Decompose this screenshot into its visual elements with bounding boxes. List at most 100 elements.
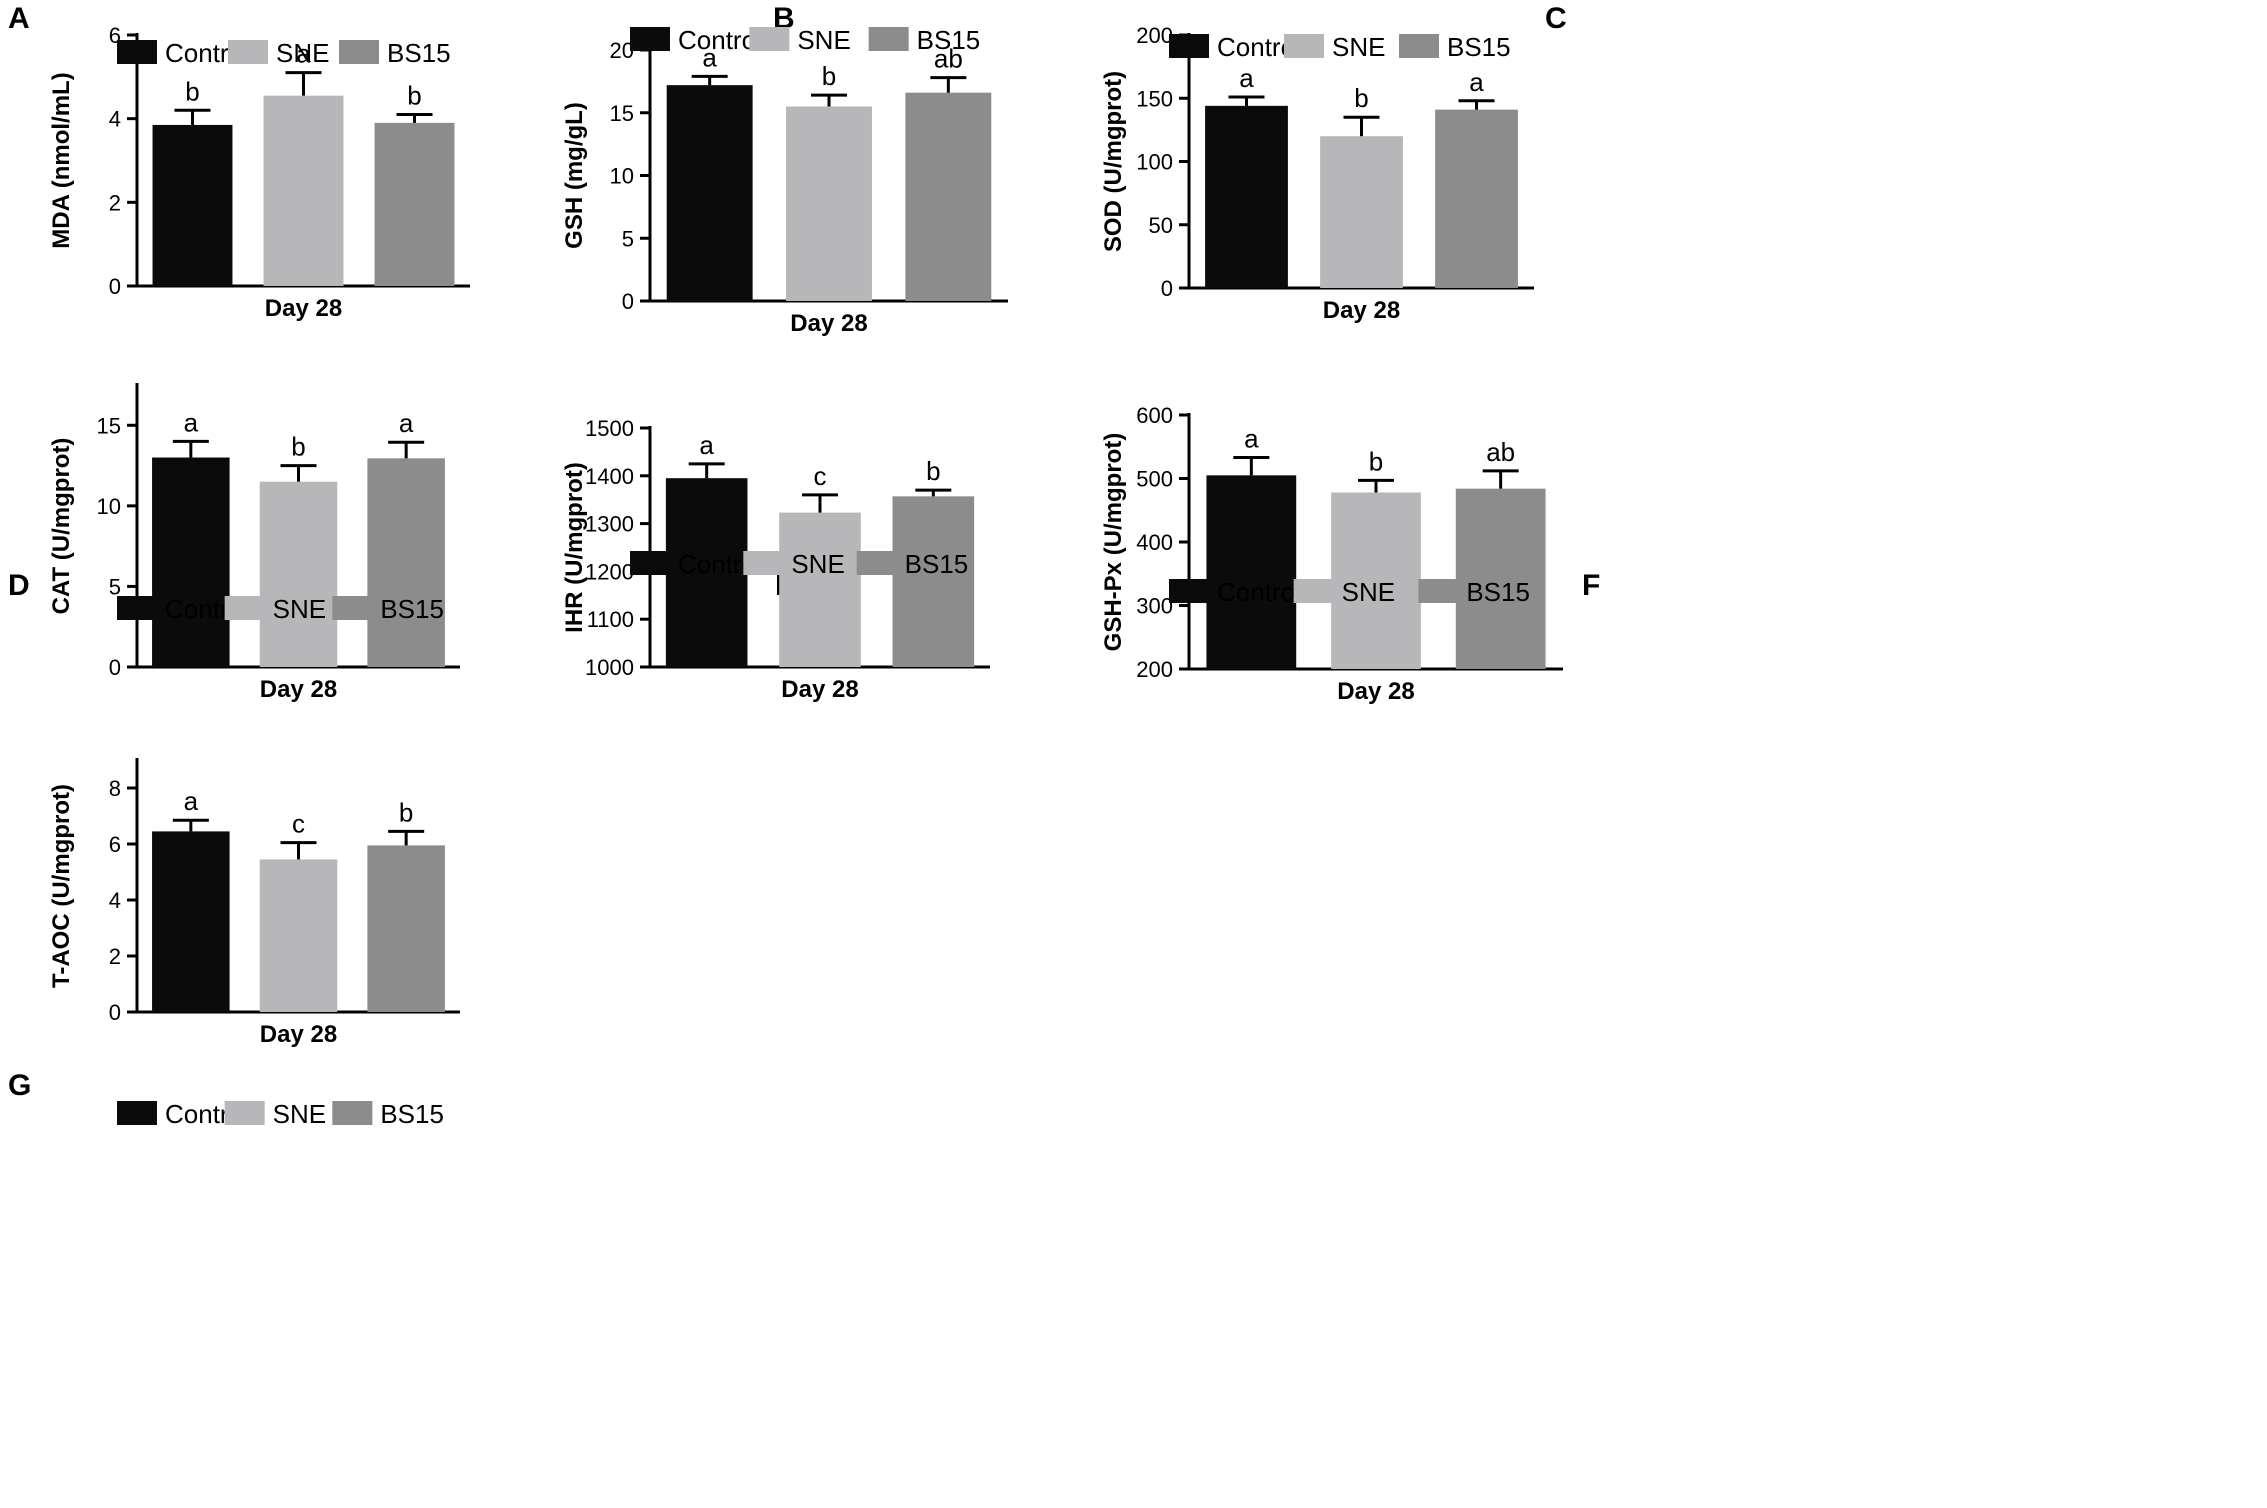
- bar-control: [1206, 475, 1297, 669]
- legend-label: BS15: [1466, 577, 1530, 607]
- significance-letter: b: [291, 432, 305, 462]
- bar-sne: [786, 106, 872, 301]
- significance-letter: a: [1244, 424, 1259, 454]
- significance-letter: b: [926, 456, 940, 486]
- legend-label: BS15: [387, 38, 451, 68]
- legend-label: SNE: [1342, 577, 1395, 607]
- significance-letter: b: [185, 76, 199, 106]
- bar-control: [666, 85, 753, 301]
- bar-control: [665, 478, 748, 667]
- legend-label: SNE: [273, 1099, 326, 1129]
- bar-bs15: [367, 458, 445, 667]
- legend-swatch-bs15: [1399, 34, 1439, 58]
- legend-swatch-control: [630, 27, 670, 51]
- legend-label: BS15: [917, 25, 981, 55]
- legend-swatch-sne: [749, 27, 790, 51]
- y-tick-label: 0: [622, 289, 634, 314]
- y-tick-label: 5: [622, 226, 634, 251]
- legend-swatch-control: [1169, 34, 1209, 58]
- significance-letter: a: [296, 39, 311, 69]
- significance-letter: a: [184, 407, 199, 437]
- y-axis-label: GSH (mg/gL): [561, 102, 588, 249]
- x-axis-label: Day 28: [790, 310, 867, 337]
- bar-control: [152, 457, 230, 667]
- y-tick-label: 500: [1136, 467, 1173, 492]
- legend-label: BS15: [380, 594, 444, 624]
- bar-bs15: [1435, 109, 1518, 288]
- y-tick-label: 300: [1136, 594, 1173, 619]
- y-tick-label: 15: [97, 413, 121, 438]
- x-axis-label: Day 28: [781, 676, 858, 703]
- legend-swatch-sne: [743, 551, 784, 575]
- legend-label: BS15: [905, 549, 969, 579]
- significance-letter: b: [407, 80, 421, 110]
- legend-label: BS15: [1447, 32, 1511, 62]
- panel-letter: D: [8, 569, 30, 602]
- bar-bs15: [374, 122, 455, 286]
- panel-letter: A: [8, 2, 30, 35]
- bar-control: [1205, 105, 1288, 288]
- y-tick-label: 20: [610, 38, 634, 63]
- y-tick-label: 1500: [585, 416, 634, 441]
- y-tick-label: 600: [1136, 403, 1173, 428]
- y-tick-label: 4: [109, 107, 121, 132]
- y-tick-label: 15: [610, 101, 634, 126]
- legend-swatch-bs15: [332, 1101, 373, 1125]
- y-tick-label: 1100: [587, 607, 634, 632]
- panel-letter: B: [773, 2, 795, 35]
- significance-letter: a: [1469, 67, 1484, 97]
- y-tick-label: 400: [1136, 530, 1173, 555]
- x-axis-label: Day 28: [260, 676, 337, 703]
- significance-letter: b: [822, 61, 836, 91]
- y-tick-label: 1000: [585, 655, 634, 680]
- significance-letter: b: [1369, 446, 1383, 476]
- legend-swatch-control: [117, 1101, 157, 1125]
- y-tick-label: 10: [97, 494, 121, 519]
- legend-swatch-control: [117, 596, 157, 620]
- y-tick-label: 0: [109, 1000, 121, 1025]
- legend-swatch-bs15: [332, 596, 373, 620]
- legend-swatch-control: [1169, 579, 1209, 603]
- legend-label: Control: [678, 25, 762, 55]
- bar-sne: [259, 859, 338, 1012]
- legend-label: SNE: [273, 594, 326, 624]
- legend-swatch-bs15: [856, 551, 897, 575]
- bar-sne: [779, 512, 861, 667]
- bar-sne: [1331, 492, 1421, 669]
- legend-swatch-sne: [1284, 34, 1324, 58]
- y-tick-label: 0: [1161, 276, 1173, 301]
- y-tick-label: 200: [1136, 657, 1173, 682]
- y-axis-label: CAT (U/mgprot): [48, 438, 75, 615]
- significance-letter: a: [399, 408, 414, 438]
- y-tick-label: 200: [1136, 23, 1173, 48]
- y-tick-label: 10: [610, 164, 634, 189]
- legend-label: BS15: [380, 1099, 444, 1129]
- y-tick-label: 2: [109, 190, 121, 215]
- significance-letter: c: [292, 809, 305, 839]
- legend-swatch-sne: [228, 40, 268, 64]
- bar-sne: [259, 481, 338, 667]
- y-tick-label: 0: [109, 655, 121, 680]
- y-tick-label: 5: [109, 574, 121, 599]
- y-tick-label: 100: [1136, 150, 1173, 175]
- chart-panel-e: E100011001200130014001500IHR (U/mgprot)a…: [561, 416, 990, 703]
- legend-swatch-control: [117, 40, 157, 64]
- panel-letter: C: [1545, 2, 1567, 35]
- significance-letter: a: [1239, 63, 1254, 93]
- panel-letter: F: [1582, 569, 1600, 602]
- significance-letter: a: [184, 786, 199, 816]
- x-axis-label: Day 28: [265, 295, 342, 322]
- legend-swatch-control: [630, 551, 670, 575]
- y-tick-label: 8: [109, 776, 121, 801]
- y-axis-label: T-AOC (U/mgprot): [48, 784, 75, 988]
- significance-letter: ab: [1486, 437, 1515, 467]
- significance-letter: c: [814, 461, 827, 491]
- bar-bs15: [905, 92, 992, 301]
- y-tick-label: 6: [109, 832, 121, 857]
- y-axis-label: MDA (nmol/mL): [48, 72, 75, 248]
